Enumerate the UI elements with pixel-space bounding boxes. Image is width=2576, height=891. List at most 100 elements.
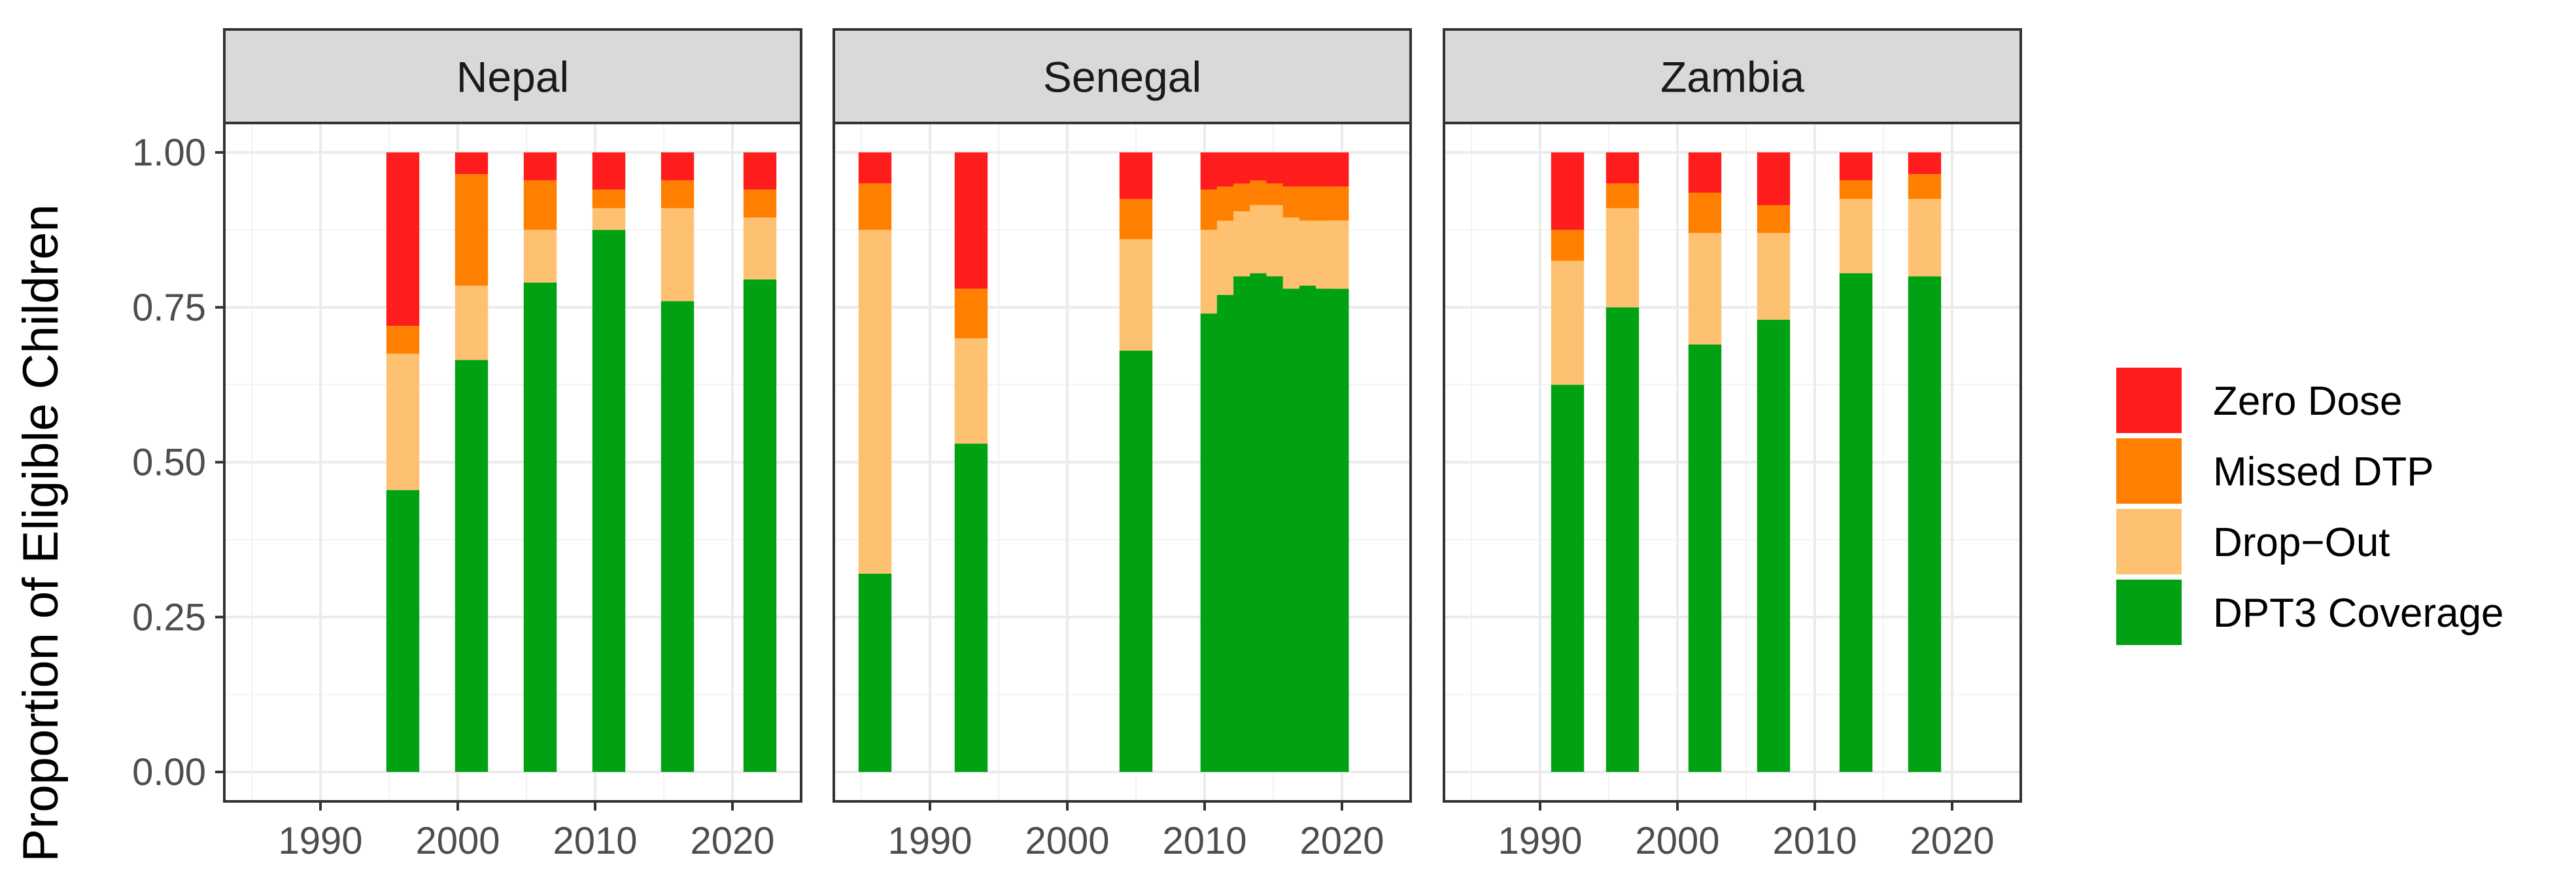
facet-title: Senegal (1043, 53, 1201, 101)
bar-segment-dpt3 (954, 444, 988, 772)
bar-segment-zero (1316, 152, 1349, 187)
bar-segment-dropout (1551, 260, 1585, 385)
bar-segment-zero (1606, 152, 1640, 184)
y-tick-label: 0.25 (132, 596, 206, 638)
bar-senegal-10 (1316, 152, 1349, 773)
x-tick-label: 1990 (278, 820, 362, 862)
y-tick-label: 1.00 (132, 131, 206, 174)
legend-swatch (2116, 509, 2182, 574)
panel-senegal: Senegal 1990 2000 2010 2020 (833, 28, 1412, 862)
bar-segment-missed (1119, 199, 1153, 239)
panel-nepal: Nepal 1990 2000 2010 2020 0.00 0.25 0.50 0.75 1.0… (132, 28, 802, 862)
y-tick-label: 0.00 (132, 751, 206, 794)
x-tick-label: 2010 (1772, 820, 1857, 862)
bar-nepal-1 (455, 152, 489, 772)
x-tick-label: 2020 (1299, 820, 1384, 862)
bar-segment-missed (1551, 230, 1585, 261)
facet-strip (833, 28, 1412, 124)
bar-segment-missed (743, 189, 777, 218)
facet-strip (223, 28, 802, 124)
bar-segment-dropout (1839, 199, 1873, 273)
bar-segment-dpt3 (1119, 351, 1153, 772)
bar-segment-zero (954, 152, 988, 289)
bar-nepal-0 (386, 152, 420, 772)
x-tick-label: 2020 (690, 820, 774, 862)
bar-segment-missed (592, 189, 626, 209)
bar-segment-zero (1551, 152, 1585, 230)
facet-panels: Nepal 1990 2000 2010 2020 0.00 0.25 0.50 0.75 1.0… (132, 28, 2022, 862)
x-tick-label: 2010 (553, 820, 637, 862)
bar-segment-dpt3 (1551, 385, 1585, 772)
bar-segment-dpt3 (858, 573, 892, 772)
bar-segment-missed (386, 326, 420, 354)
legend-item-dpt3: DPT3 Coverage (2116, 580, 2504, 645)
bar-segment-zero (455, 152, 489, 175)
bar-senegal-2 (1119, 152, 1153, 772)
bar-nepal-5 (743, 152, 777, 772)
legend-item-missed: Missed DTP (2116, 438, 2434, 504)
bar-segment-dpt3 (455, 360, 489, 772)
bar-segment-missed (661, 180, 695, 209)
bar-segment-dpt3 (1757, 319, 1791, 772)
bar-segment-dropout (858, 230, 892, 574)
bar-segment-dpt3 (523, 282, 557, 772)
bar-segment-dropout (455, 285, 489, 360)
bar-senegal-0 (858, 152, 892, 772)
bar-segment-dpt3 (1839, 273, 1873, 772)
bar-segment-dpt3 (661, 301, 695, 772)
bar-segment-dropout (592, 208, 626, 230)
bar-segment-missed (954, 288, 988, 339)
bar-segment-dropout (1688, 233, 1722, 345)
bar-segment-dropout (386, 353, 420, 491)
bar-segment-zero (661, 152, 695, 181)
facet-title: Zambia (1660, 53, 1804, 101)
bar-segment-missed (858, 183, 892, 230)
bar-segment-dpt3 (386, 490, 420, 772)
bar-segment-missed (1606, 183, 1640, 209)
bar-segment-dpt3 (1688, 344, 1722, 772)
bar-segment-dpt3 (743, 279, 777, 772)
panel-zambia: Zambia 1990 2000 2010 2020 (1443, 28, 2022, 862)
legend-swatch (2116, 438, 2182, 504)
bar-segment-zero (523, 152, 557, 181)
bar-segment-zero (1757, 152, 1791, 205)
bar-segment-missed (1688, 192, 1722, 234)
bar-zambia-2 (1688, 152, 1722, 772)
x-tick-label: 1990 (887, 820, 972, 862)
bar-segment-dpt3 (1908, 276, 1942, 772)
x-tick-label: 2020 (1910, 820, 1994, 862)
bar-nepal-4 (661, 152, 695, 772)
bar-segment-dpt3 (1316, 288, 1349, 773)
bar-segment-missed (455, 174, 489, 286)
bar-segment-dropout (1119, 239, 1153, 351)
legend-label: Missed DTP (2213, 449, 2434, 495)
bar-segment-zero (1839, 152, 1873, 181)
bar-segment-missed (1908, 174, 1942, 200)
bar-zambia-1 (1606, 152, 1640, 772)
bar-zambia-5 (1908, 152, 1942, 772)
legend-swatch (2116, 368, 2182, 433)
bar-segment-dropout (523, 230, 557, 283)
bar-segment-dropout (1606, 208, 1640, 307)
bar-segment-dropout (1316, 220, 1349, 289)
bar-zambia-4 (1839, 152, 1873, 772)
bar-segment-dpt3 (592, 230, 626, 772)
bar-segment-dropout (1757, 233, 1791, 320)
y-axis-label: Proportion of Eligible Children (13, 204, 69, 862)
bar-segment-zero (858, 152, 892, 184)
x-tick-label: 1990 (1498, 820, 1582, 862)
bar-segment-zero (1119, 152, 1153, 200)
bar-segment-zero (386, 152, 420, 326)
y-tick-label: 0.75 (132, 287, 206, 329)
bar-segment-missed (1757, 205, 1791, 234)
bar-zambia-0 (1551, 152, 1585, 772)
facet-strip (1443, 28, 2022, 124)
legend-item-zero: Zero Dose (2116, 368, 2402, 433)
x-tick-label: 2000 (415, 820, 500, 862)
bar-segment-dpt3 (1606, 307, 1640, 772)
bar-segment-dropout (954, 338, 988, 444)
legend-label: DPT3 Coverage (2213, 591, 2504, 636)
bar-segment-dropout (661, 208, 695, 302)
legend-swatch (2116, 580, 2182, 645)
